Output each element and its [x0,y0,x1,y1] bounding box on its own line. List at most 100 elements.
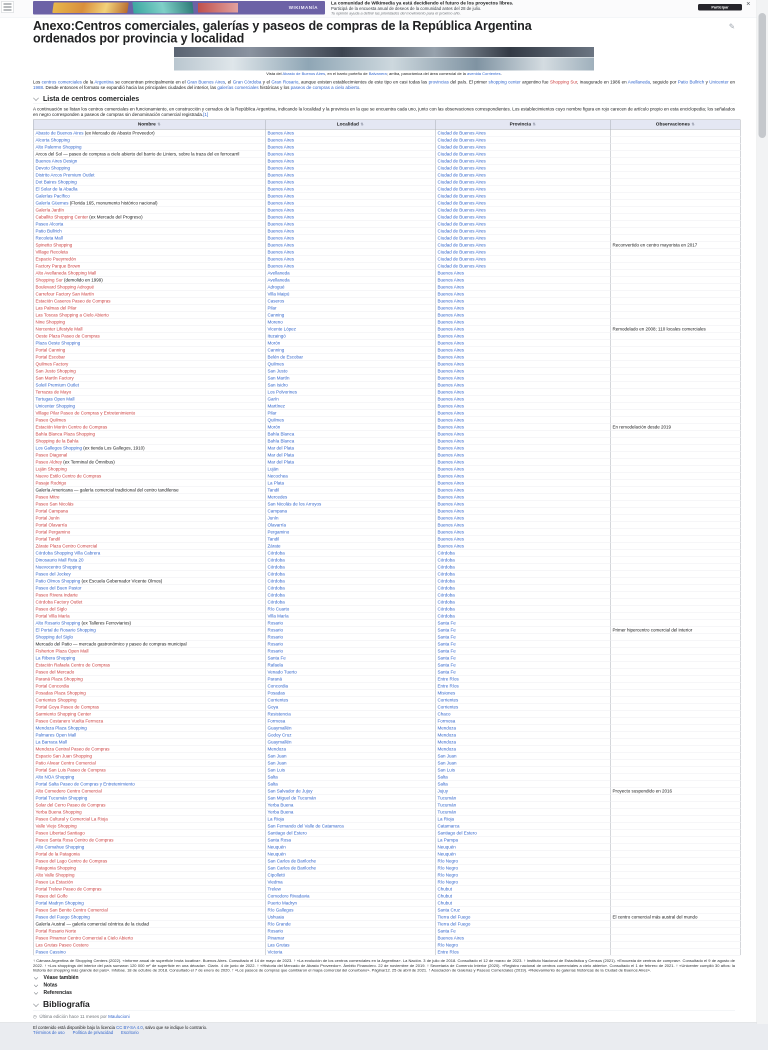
link[interactable]: Buenos Aires [268,242,295,247]
banner-action-button[interactable]: Participar [698,4,742,11]
link[interactable]: Los Polvorines [268,389,298,394]
link[interactable]: Mercedes [268,494,288,499]
link[interactable]: Devoto Shopping [36,165,71,170]
link[interactable]: Zárate [268,543,281,548]
link[interactable]: La Rioja [438,816,455,821]
link[interactable]: Villa Maipú [268,291,290,296]
link[interactable]: Entre Ríos [438,676,459,681]
link[interactable]: Salta [438,774,448,779]
link[interactable]: Córdoba [438,550,455,555]
link[interactable]: Buenos Aires [268,207,295,212]
link[interactable]: Nine Shopping [36,319,66,324]
link[interactable]: Rosario [268,928,284,933]
link[interactable]: Buenos Aires [268,214,295,219]
link[interactable]: Buenos Aires [268,263,295,268]
link[interactable]: Factory Parque Brown [36,263,81,268]
link[interactable]: Ciudad de Buenos Aires [438,214,486,219]
link[interactable]: Paseo Quilmes [36,417,67,422]
link[interactable]: Buenos Aires [268,158,295,163]
link[interactable]: Paseo Cultural y Comercial La Rioja [36,816,108,821]
link[interactable]: Galería Jardín [36,207,65,212]
link[interactable]: El Solar de la Abadía [36,186,78,191]
link[interactable]: Guaymallén [268,739,292,744]
link[interactable]: Entre Ríos [438,683,459,688]
link[interactable]: Paseo San Nicolás [36,501,74,506]
link[interactable]: Concordia [268,683,289,688]
link[interactable]: Portal de la Patagonia [36,851,80,856]
link[interactable]: Buenos Aires [438,445,465,450]
link[interactable]: Santa Cruz [438,907,461,912]
footer-link[interactable]: Política de privacidad [73,1030,113,1035]
link[interactable]: Campana [268,508,288,513]
link[interactable]: Carrefour Factory San Martín [36,291,95,296]
link[interactable]: Santa Fe [268,655,286,660]
link[interactable]: Ciudad de Buenos Aires [438,228,486,233]
link[interactable]: San Martín [268,375,290,380]
link[interactable]: Paseo del Buen Pastor [36,585,82,590]
link[interactable]: Portal Goya Paseo de Compras [36,704,100,709]
link[interactable]: Paraná Plaza Shopping [36,676,83,681]
link[interactable]: Santa Fe [438,641,456,646]
link[interactable]: Gran Córdoba [233,80,262,85]
link[interactable]: Unicenter Shopping [36,403,76,408]
link[interactable]: Martínez [268,403,286,408]
link[interactable]: Paseo Pinamar Centro Comercial a Cielo A… [36,935,134,940]
link[interactable]: Shopping Sur [550,80,577,85]
link[interactable]: Yerba Buena Shopping [36,809,82,814]
link[interactable]: Río Negro [438,872,459,877]
link[interactable]: Morón [268,340,281,345]
link[interactable]: Paseo Aldrey [36,459,63,464]
link[interactable]: Ciudad de Buenos Aires [438,207,486,212]
link[interactable]: San Luis [438,767,456,772]
link[interactable]: Distrito Arcos Premium Outlet [36,172,95,177]
link[interactable]: Buenos Aires [268,137,295,142]
link[interactable]: Tucumán [438,795,457,800]
link[interactable]: Corrientes [438,697,459,702]
link[interactable]: El Portal de Rosario Shopping [36,627,96,632]
link[interactable]: Santa Fe [438,627,456,632]
link[interactable]: Córdoba [438,592,455,597]
link[interactable]: San Juan [268,760,287,765]
link[interactable]: Necochea [268,473,288,478]
link[interactable]: Neuquén [438,844,456,849]
link[interactable]: Ciudad de Buenos Aires [438,186,486,191]
link[interactable]: Córdoba [268,571,285,576]
link[interactable]: Soleil Premium Outlet [36,382,80,387]
link[interactable]: paseos de compras a cielo abierto [291,85,360,90]
link[interactable]: Morón [268,424,281,429]
link[interactable]: Caseros [268,298,285,303]
link[interactable]: Godoy Cruz [268,732,292,737]
link[interactable]: Ciudad de Buenos Aires [438,137,486,142]
link[interactable]: Buenos Aires [438,487,465,492]
link[interactable]: Paseo San Benito Centro Comercial [36,907,108,912]
link[interactable]: Mendoza Central Paseo de Compras [36,746,110,751]
link[interactable]: Paseo Mitre [36,494,60,499]
link[interactable]: San Fernando del Valle de Catamarca [268,823,344,828]
link[interactable]: Corrientes Shopping [36,697,77,702]
link[interactable]: Buenos Aires [438,291,465,296]
link[interactable]: Village Recoleta [36,249,68,254]
link[interactable]: Buenos Aires [438,431,465,436]
link[interactable]: Maulucioni [108,1014,130,1019]
link[interactable]: Rosario [268,620,284,625]
link[interactable]: Ushuaia [268,914,285,919]
link[interactable]: Santa Fe [438,648,456,653]
link[interactable]: Yerba Buena [268,809,294,814]
link[interactable]: Santa Fe [438,634,456,639]
link[interactable]: Sarmiento Shopping Center [36,711,92,716]
link[interactable]: Santa Fe [438,620,456,625]
link[interactable]: San Justo Shopping [36,368,76,373]
link[interactable]: Buenos Aires [268,172,295,177]
link[interactable]: Tandil [268,487,280,492]
link[interactable]: Caballito Shopping Center [36,214,89,219]
link[interactable]: Salta [268,781,278,786]
link[interactable]: Buenos Aires [438,340,465,345]
link[interactable]: Formosa [268,718,286,723]
link[interactable]: 1988 [33,85,43,90]
link[interactable]: Buenos Aires [438,494,465,499]
link[interactable]: galerías comerciales [217,85,258,90]
link[interactable]: Catamarca [438,823,460,828]
link[interactable]: Patio Bullrich [36,228,62,233]
link[interactable]: Rafaela [268,662,284,667]
link[interactable]: San Miguel de Tucumán [268,795,317,800]
